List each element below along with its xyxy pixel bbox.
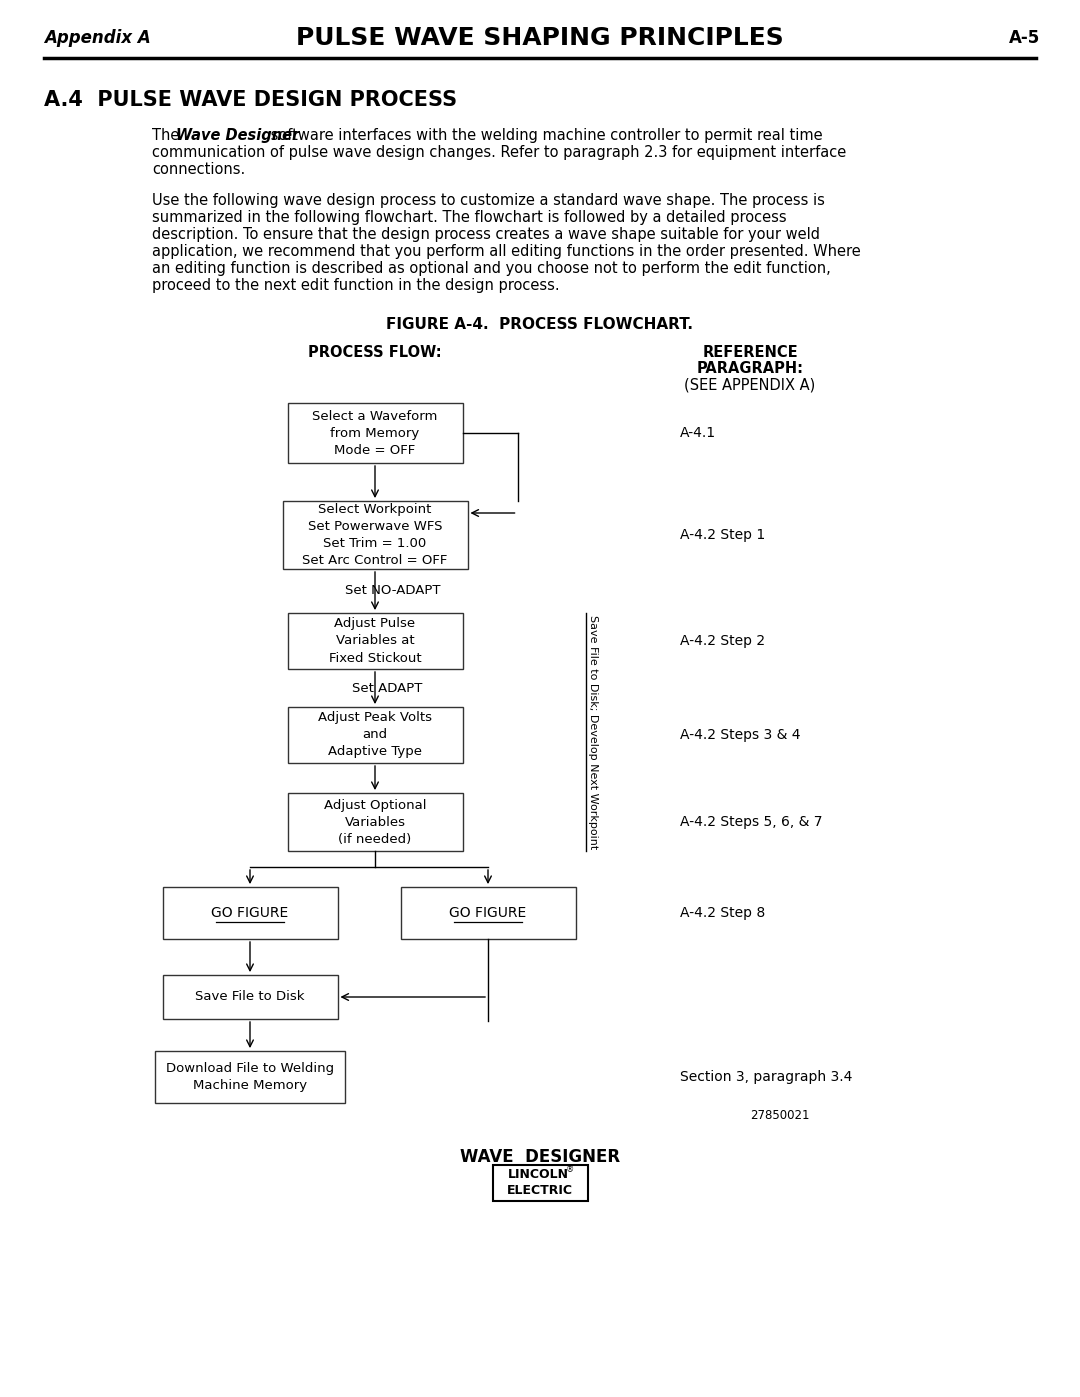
Text: PULSE WAVE SHAPING PRINCIPLES: PULSE WAVE SHAPING PRINCIPLES — [296, 27, 784, 50]
Text: FIGURE A-4.  PROCESS FLOWCHART.: FIGURE A-4. PROCESS FLOWCHART. — [387, 317, 693, 332]
Text: PARAGRAPH:: PARAGRAPH: — [697, 360, 804, 376]
Text: Adjust Optional
Variables
(if needed): Adjust Optional Variables (if needed) — [324, 799, 427, 845]
Text: A-4.2 Steps 5, 6, & 7: A-4.2 Steps 5, 6, & 7 — [680, 814, 823, 828]
Bar — [162, 975, 337, 1018]
Text: Section 3, paragraph 3.4: Section 3, paragraph 3.4 — [680, 1070, 852, 1084]
Text: 27850021: 27850021 — [751, 1109, 810, 1122]
Bar — [287, 707, 462, 763]
Text: Set NO-ADAPT: Set NO-ADAPT — [346, 584, 441, 598]
Text: software interfaces with the welding machine controller to permit real time: software interfaces with the welding mac… — [266, 129, 823, 142]
Text: A-4.1: A-4.1 — [680, 426, 716, 440]
Bar — [401, 887, 576, 939]
Text: an editing function is described as optional and you choose not to perform the e: an editing function is described as opti… — [152, 261, 831, 277]
Text: PROCESS FLOW:: PROCESS FLOW: — [308, 345, 442, 360]
Text: communication of pulse wave design changes. Refer to paragraph 2.3 for equipment: communication of pulse wave design chang… — [152, 145, 847, 161]
Text: Adjust Pulse
Variables at
Fixed Stickout: Adjust Pulse Variables at Fixed Stickout — [328, 617, 421, 665]
Bar — [287, 613, 462, 669]
Text: A-5: A-5 — [1009, 29, 1040, 47]
Text: Download File to Welding
Machine Memory: Download File to Welding Machine Memory — [166, 1062, 334, 1092]
Text: Appendix A: Appendix A — [44, 29, 151, 47]
Text: application, we recommend that you perform all editing functions in the order pr: application, we recommend that you perfo… — [152, 244, 861, 258]
Text: proceed to the next edit function in the design process.: proceed to the next edit function in the… — [152, 278, 559, 293]
Text: connections.: connections. — [152, 162, 245, 177]
Text: GO FIGURE: GO FIGURE — [212, 907, 288, 921]
Text: A-4.2 Step 1: A-4.2 Step 1 — [680, 528, 766, 542]
Text: The: The — [152, 129, 184, 142]
Text: description. To ensure that the design process creates a wave shape suitable for: description. To ensure that the design p… — [152, 226, 820, 242]
Text: A-4.2 Step 2: A-4.2 Step 2 — [680, 634, 765, 648]
Text: Save File to Disk; Develop Next Workpoint: Save File to Disk; Develop Next Workpoin… — [588, 615, 598, 849]
Bar — [492, 1165, 588, 1201]
Bar — [156, 1051, 345, 1104]
Text: Select a Waveform
from Memory
Mode = OFF: Select a Waveform from Memory Mode = OFF — [312, 409, 437, 457]
Text: ELECTRIC: ELECTRIC — [507, 1185, 573, 1197]
Text: WAVE  DESIGNER: WAVE DESIGNER — [460, 1148, 620, 1166]
Text: Adjust Peak Volts
and
Adaptive Type: Adjust Peak Volts and Adaptive Type — [318, 711, 432, 759]
Text: summarized in the following flowchart. The flowchart is followed by a detailed p: summarized in the following flowchart. T… — [152, 210, 786, 225]
Text: Set ADAPT: Set ADAPT — [352, 682, 422, 694]
Bar — [162, 887, 337, 939]
Bar — [287, 793, 462, 851]
Text: Use the following wave design process to customize a standard wave shape. The pr: Use the following wave design process to… — [152, 193, 825, 208]
Text: Select Workpoint
Set Powerwave WFS
Set Trim = 1.00
Set Arc Control = OFF: Select Workpoint Set Powerwave WFS Set T… — [302, 503, 448, 567]
Text: A-4.2 Steps 3 & 4: A-4.2 Steps 3 & 4 — [680, 728, 800, 742]
Text: A-4.2 Step 8: A-4.2 Step 8 — [680, 907, 766, 921]
Bar — [283, 502, 468, 569]
Text: LINCOLN: LINCOLN — [508, 1168, 568, 1182]
Text: GO FIGURE: GO FIGURE — [449, 907, 527, 921]
Text: (SEE APPENDIX A): (SEE APPENDIX A) — [685, 377, 815, 393]
Bar — [287, 402, 462, 462]
Text: Wave Designer: Wave Designer — [176, 129, 299, 142]
Text: A.4  PULSE WAVE DESIGN PROCESS: A.4 PULSE WAVE DESIGN PROCESS — [44, 89, 457, 110]
Text: ®: ® — [566, 1165, 575, 1175]
Text: Save File to Disk: Save File to Disk — [195, 990, 305, 1003]
Text: REFERENCE: REFERENCE — [702, 345, 798, 360]
